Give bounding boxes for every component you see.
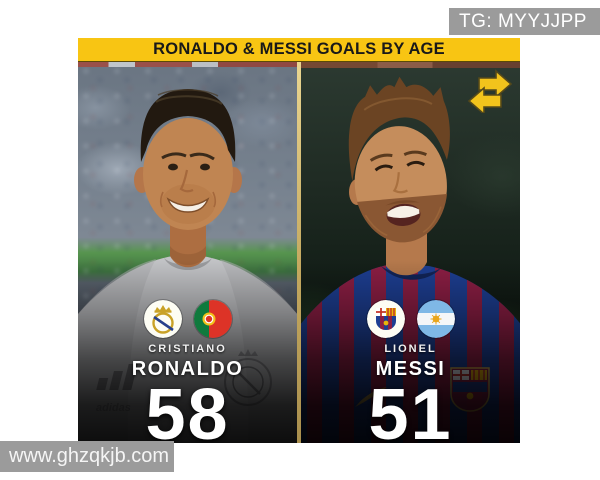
goals-value: 51: [368, 375, 453, 443]
messi-badges: [301, 300, 520, 339]
site-watermark: www.ghzqkjb.com: [0, 441, 174, 472]
messi-stats: LIONEL MESSI 51 GOALS: [301, 300, 520, 443]
player-panel-messi: LIONEL MESSI 51 GOALS: [301, 62, 520, 443]
photo-shade: [78, 62, 297, 443]
telegram-watermark: TG: MYYJJPP: [449, 8, 600, 35]
portugal-flag-icon: [193, 300, 232, 338]
player-last-name: RONALDO: [131, 358, 244, 380]
real-madrid-badge-icon: [143, 300, 182, 338]
player-first-name: CRISTIANO: [148, 343, 227, 355]
player-last-name: MESSI: [375, 358, 446, 380]
ronaldo-badges: [78, 300, 297, 339]
barcelona-badge-icon: [366, 300, 405, 338]
swap-arrows-icon: [467, 69, 513, 113]
player-first-name: LIONEL: [384, 343, 437, 355]
ronaldo-stats: CRISTIANO RONALDO 58 GOALS: [78, 300, 297, 443]
goals-value: 58: [145, 375, 230, 443]
panel-divider: [297, 62, 301, 443]
photo-shade: [301, 62, 520, 443]
player-panel-ronaldo: adidas: [78, 62, 297, 443]
argentina-flag-icon: [416, 300, 455, 338]
title-banner: RONALDO & MESSI GOALS BY AGE: [78, 38, 520, 62]
comparison-card: adidas: [78, 62, 520, 443]
